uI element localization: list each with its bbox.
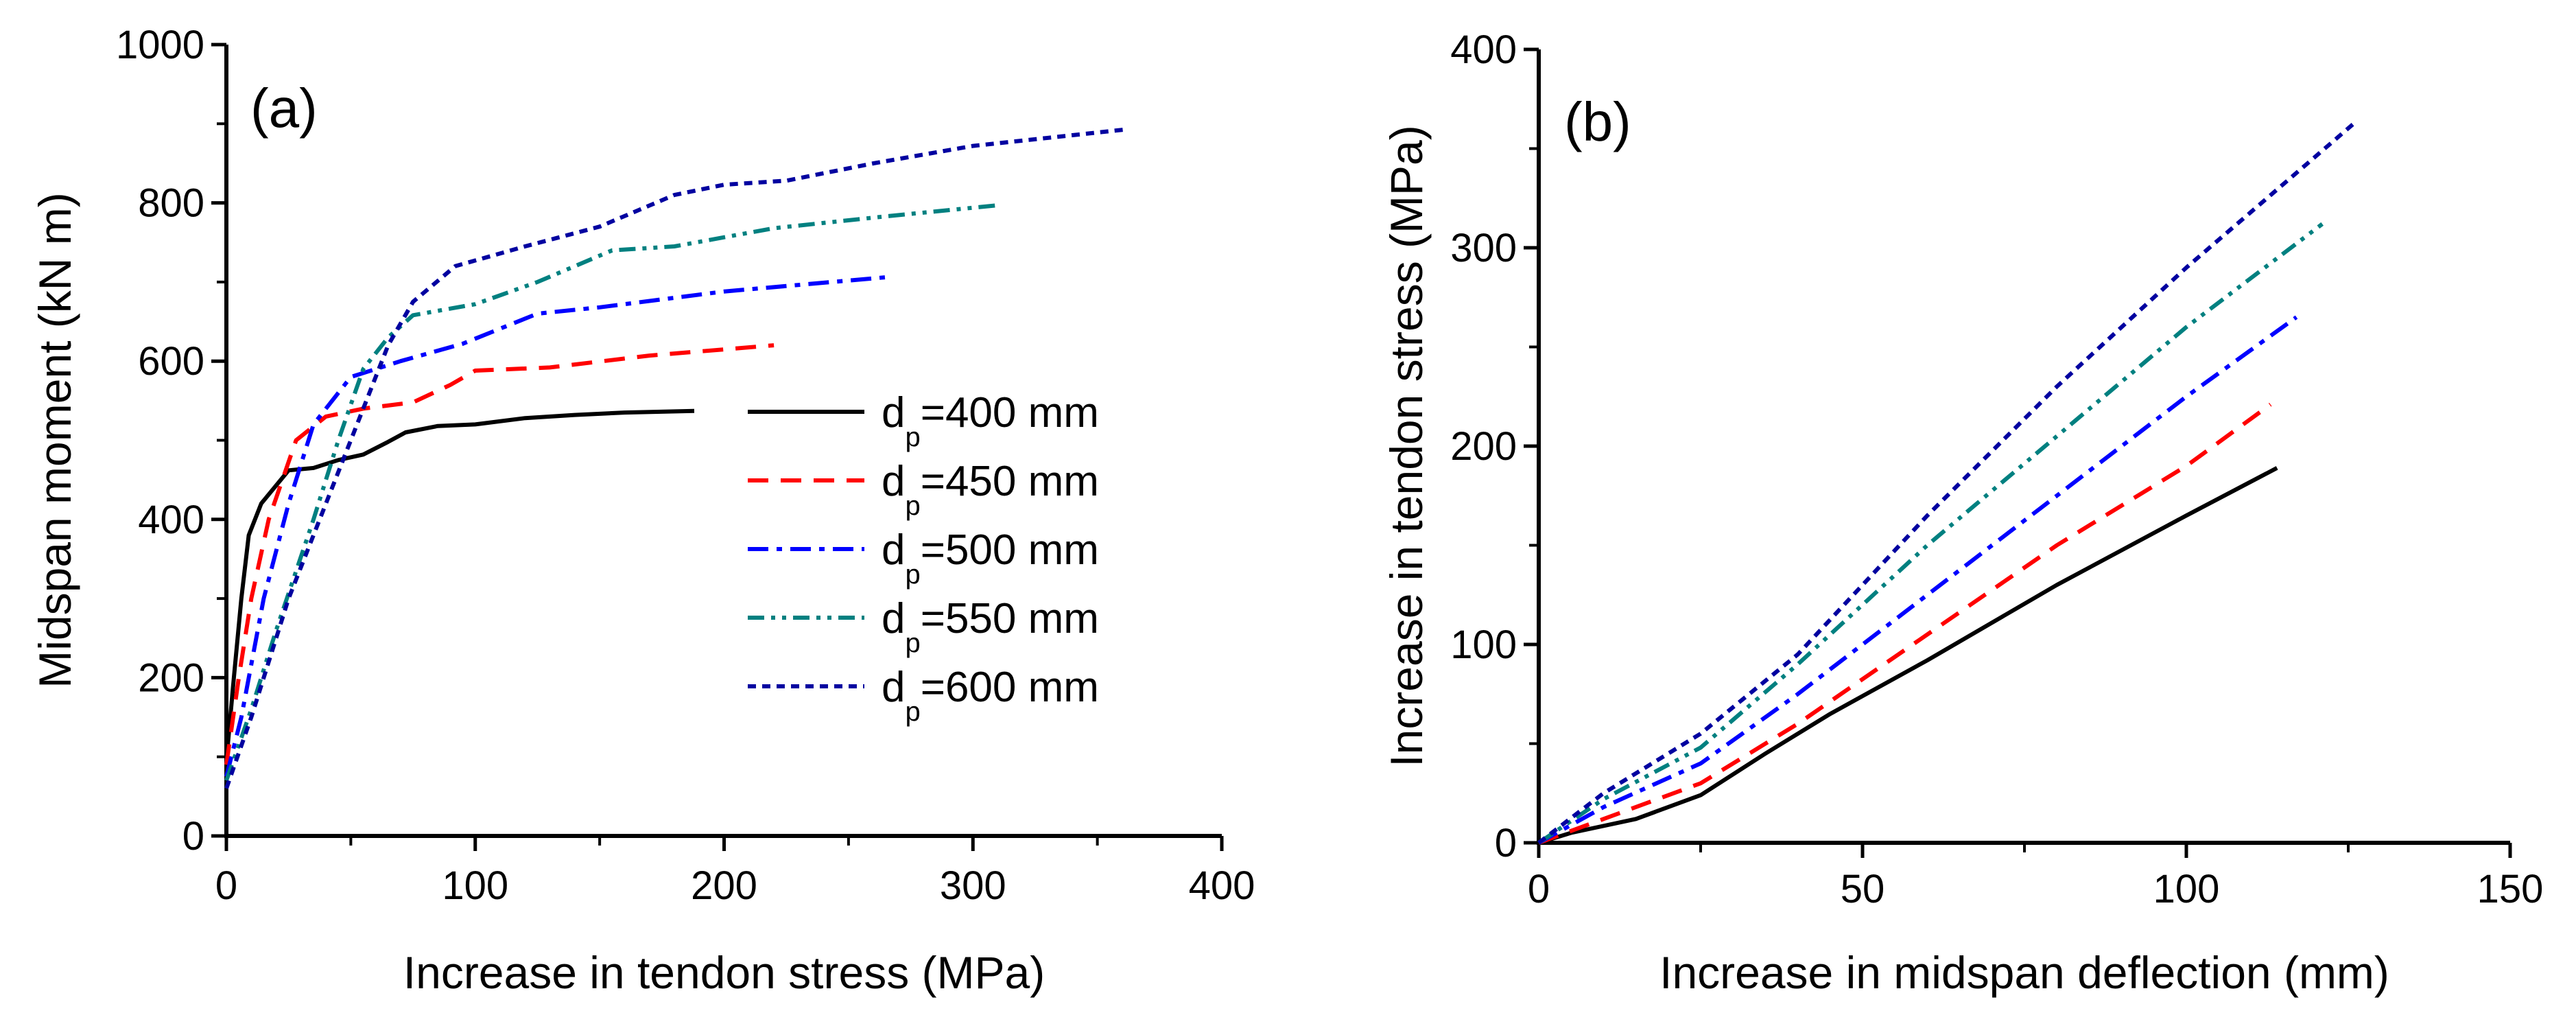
series-line-400 [1538, 466, 2278, 845]
legend-subscript: p [905, 697, 920, 727]
x-tick-label: 0 [215, 863, 237, 908]
series-line-400 [224, 408, 695, 761]
legend-value: =550 mm [921, 595, 1099, 642]
x-tick-label: 200 [691, 863, 757, 908]
legend-subscript: p [905, 491, 920, 521]
x-tick-label: 400 [1189, 863, 1255, 908]
y-tick-label: 100 [1450, 622, 1517, 667]
x-tick-label: 150 [2477, 867, 2544, 911]
panel-label: (b) [1564, 91, 1631, 152]
y-axis-title: Increase in tendon stress (MPa) [1381, 125, 1432, 767]
series-line-600 [224, 127, 1128, 789]
series-line-500 [1537, 315, 2298, 845]
y-tick-label: 300 [1450, 226, 1517, 270]
x-tick-label: 100 [2153, 867, 2220, 911]
chart-panel-a: 0 100 200 300 400 0 200 400 600 800 1000 Increase i… [29, 23, 1255, 998]
x-tick-label: 0 [1528, 867, 1550, 911]
series-line-500 [224, 275, 886, 778]
legend-d: d [882, 458, 905, 505]
legend-d: d [882, 595, 905, 642]
y-tick-label: 200 [138, 655, 204, 700]
y-axis-title: Midspan moment (kN m) [29, 192, 80, 688]
legend-subscript: p [905, 422, 920, 452]
legend-d: d [882, 526, 905, 574]
x-axis-title: Increase in midspan deflection (mm) [1659, 947, 2389, 998]
legend-value: =500 mm [921, 526, 1099, 574]
legend-d: d [882, 389, 905, 436]
y-tick-label: 0 [182, 814, 204, 859]
legend-entry: dp=400 mm [882, 389, 1099, 452]
legend-entry: dp=600 mm [882, 664, 1099, 727]
legend-subscript: p [905, 628, 920, 658]
series-line-450 [224, 343, 775, 765]
series-line-600 [1537, 121, 2356, 845]
y-tick-label: 400 [1450, 27, 1517, 72]
y-tick-label: 200 [1450, 424, 1517, 469]
series-line-450 [1537, 402, 2272, 845]
y-tick-label: 800 [138, 181, 204, 226]
x-tick-label: 300 [940, 863, 1006, 908]
series-line-550 [1537, 222, 2324, 845]
chart-panel-b: 0 50 100 150 0 100 200 300 400 Increase in midspa… [1381, 27, 2543, 998]
y-tick-label: 600 [138, 339, 204, 384]
legend-d: d [882, 664, 905, 711]
legend-value: =600 mm [921, 664, 1099, 711]
x-axis-title: Increase in tendon stress (MPa) [403, 947, 1045, 998]
panel-label: (a) [250, 78, 318, 139]
y-tick-label: 0 [1495, 821, 1517, 865]
legend-value: =450 mm [921, 458, 1099, 505]
legend-value: =400 mm [921, 389, 1099, 436]
legend-subscript: p [905, 559, 920, 590]
legend-entry: dp=550 mm [882, 595, 1099, 658]
x-tick-label: 50 [1841, 867, 1885, 911]
y-tick-label: 400 [138, 498, 204, 542]
legend-entry: dp=450 mm [882, 458, 1099, 521]
legend-entry: dp=500 mm [882, 526, 1099, 590]
x-tick-label: 100 [442, 863, 508, 908]
y-tick-label: 1000 [116, 23, 204, 67]
